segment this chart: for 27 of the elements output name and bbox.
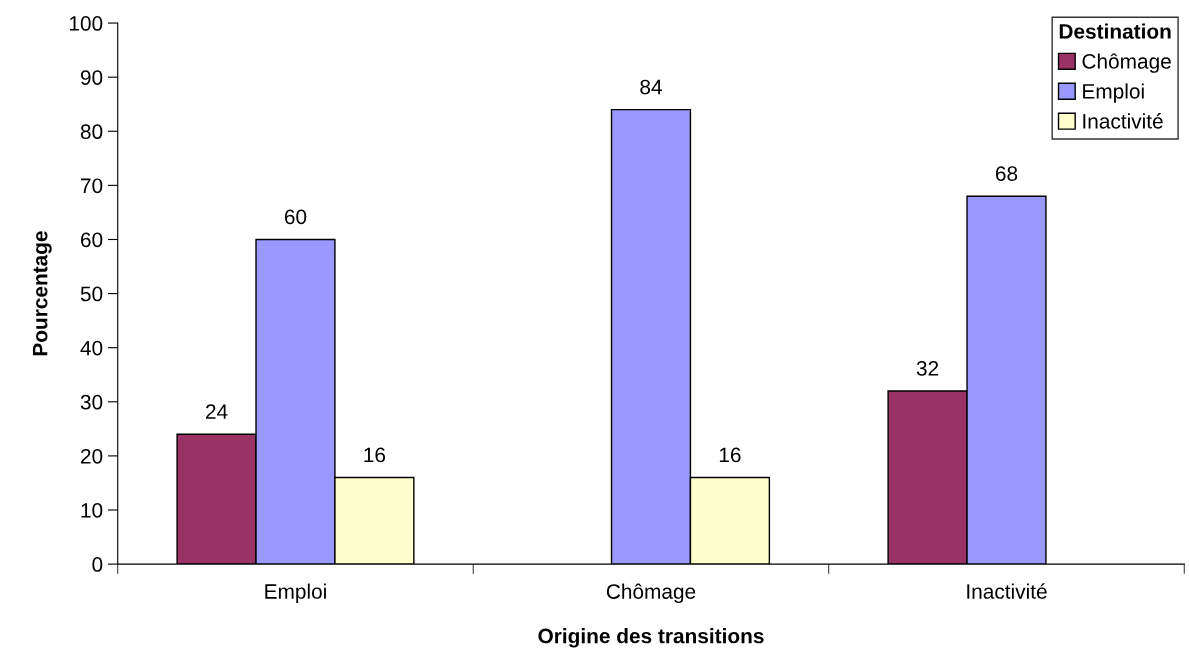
data-label: 24: [206, 404, 228, 419]
data-label: 16: [719, 447, 741, 463]
y-axis-title: Pourcentage: [32, 231, 52, 356]
legend-label: Chômage: [1082, 53, 1171, 73]
y-tick-label: 0: [92, 557, 103, 572]
y-tick-label: 20: [81, 448, 103, 464]
x-tick-label: Emploi: [265, 583, 326, 603]
x-tick-label: Inactivité: [967, 583, 1047, 599]
y-tick-label: 90: [80, 70, 103, 85]
y-tick-label: 30: [80, 394, 103, 410]
y-tick-label: 100: [69, 16, 103, 31]
y-tick-label: 10: [81, 503, 103, 518]
legend-title: Destination: [1059, 23, 1171, 39]
y-tick-label: 80: [80, 124, 103, 140]
x-axis-title: Origine des transitions: [538, 628, 764, 648]
data-label: 84: [640, 79, 662, 95]
y-tick-label: 50: [80, 286, 103, 302]
data-label: 32: [916, 360, 939, 376]
y-tick-label: 70: [81, 178, 103, 194]
y-tick-label: 40: [80, 340, 103, 356]
legend-label: Emploi: [1083, 83, 1144, 103]
data-label: 60: [284, 209, 307, 225]
x-tick-label: Chômage: [606, 583, 696, 604]
y-tick-label: 60: [81, 232, 103, 248]
data-label: 68: [995, 166, 1018, 181]
legend-label: Inactivité: [1083, 113, 1163, 129]
data-label: 16: [364, 447, 386, 463]
